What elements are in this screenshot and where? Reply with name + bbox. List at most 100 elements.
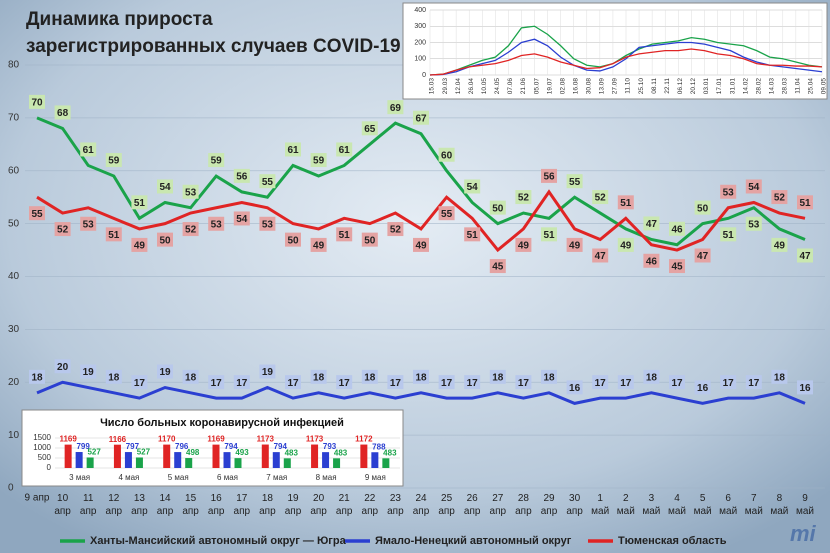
x-tick-label-part: 10	[57, 493, 69, 504]
x-tick-label-part: 13	[134, 493, 146, 504]
value-label-box	[515, 375, 532, 390]
y-tick-label: 10	[8, 430, 20, 441]
value-label: 51	[799, 198, 811, 209]
x-tick-label: 23 апр	[387, 493, 404, 517]
value-label-box	[413, 369, 429, 384]
value-label: 59	[313, 156, 325, 167]
value-label: 483	[334, 448, 348, 457]
x-tick-label-part: апр	[387, 506, 404, 517]
value-label: 17	[339, 378, 351, 389]
x-tick-label-part: 11	[83, 493, 94, 504]
value-label-box	[336, 227, 353, 242]
value-label: 1173	[306, 435, 324, 444]
value-label: 17	[595, 378, 607, 389]
x-tick-label-part: 9	[802, 493, 808, 504]
value-label-box	[29, 206, 45, 221]
value-label-box	[464, 179, 481, 194]
x-tick-label-part: 22	[364, 493, 376, 504]
value-label-box	[29, 94, 45, 109]
x-tick-label-part: 6	[725, 493, 731, 504]
value-label-box	[29, 369, 45, 384]
x-tick-label: 17 апр	[234, 493, 251, 517]
value-label-box	[259, 216, 276, 231]
value-label: 18	[543, 372, 555, 383]
x-tick-label-part: 29	[543, 493, 555, 504]
value-label-box	[745, 375, 762, 390]
x-tick-label: 20 апр	[310, 493, 327, 517]
value-label: 45	[671, 262, 683, 273]
x-tick-label: 4 май	[668, 493, 686, 517]
x-tick-label: 29 апр	[541, 493, 558, 517]
value-label: 50	[492, 203, 504, 214]
value-label: 1169	[59, 435, 77, 444]
x-tick-label-part: апр	[259, 506, 276, 517]
x-tick-label: 12.04	[455, 78, 462, 95]
x-tick-label: 3 мая	[69, 473, 90, 482]
bar	[75, 452, 83, 468]
x-tick-label: 17.01	[716, 78, 723, 95]
x-tick-label: 06.12	[677, 78, 684, 95]
y-tick-label: 20	[8, 377, 20, 388]
x-tick-label-part: апр	[464, 506, 481, 517]
value-label: 16	[697, 383, 709, 394]
value-label-box	[336, 375, 353, 390]
value-label: 70	[31, 98, 43, 109]
value-label: 527	[87, 448, 101, 457]
y-tick-label: 30	[8, 324, 20, 335]
value-label: 56	[543, 172, 555, 183]
x-tick-label-part: апр	[157, 506, 174, 517]
value-label: 56	[236, 172, 248, 183]
value-label: 17	[748, 378, 760, 389]
x-tick-label: 31.01	[729, 78, 736, 95]
x-tick-label-part: 25	[441, 493, 453, 504]
x-tick-label: 03.01	[703, 78, 710, 95]
x-tick-label: 30 апр	[566, 493, 583, 517]
value-label: 1169	[207, 435, 225, 444]
value-label: 47	[697, 251, 709, 262]
x-tick-label: 24.05	[494, 78, 501, 95]
x-tick-label: 3 май	[642, 493, 660, 517]
value-label-box	[515, 190, 532, 205]
value-label: 61	[83, 145, 95, 156]
value-label-box	[464, 375, 481, 390]
value-label-box	[208, 375, 225, 390]
x-tick-label: 6 май	[719, 493, 737, 517]
x-tick-label-part: 27	[492, 493, 504, 504]
x-tick-label-part: апр	[80, 506, 97, 517]
y-tick-label: 50	[8, 218, 20, 229]
value-label-box	[720, 227, 737, 242]
value-label: 53	[211, 219, 223, 230]
x-tick-label: 15 апр	[182, 493, 199, 517]
x-tick-label: 7 мая	[266, 473, 287, 482]
value-label: 49	[774, 241, 786, 252]
value-label: 47	[595, 251, 607, 262]
value-label-box	[541, 168, 557, 183]
x-tick-label-part: 30	[569, 493, 581, 504]
value-label: 65	[364, 124, 376, 135]
value-label: 51	[620, 198, 632, 209]
bar	[261, 444, 269, 468]
x-tick-label-part: май	[796, 506, 814, 517]
value-label: 55	[262, 177, 274, 188]
y-tick-label: 80	[8, 60, 20, 71]
value-label-box	[310, 153, 327, 168]
y-tick-label: 60	[8, 165, 20, 176]
x-tick-label-part: апр	[541, 506, 558, 517]
value-label: 51	[543, 230, 555, 241]
value-label-box	[438, 147, 455, 162]
bar	[113, 444, 121, 468]
value-label-box	[797, 248, 813, 263]
value-label: 46	[671, 224, 683, 235]
y-tick-label: 40	[8, 271, 20, 282]
value-label: 1166	[109, 435, 127, 444]
value-label: 55	[441, 209, 453, 220]
x-tick-label: 28 апр	[515, 493, 532, 517]
x-tick-label: 20.12	[690, 78, 697, 95]
value-label: 17	[467, 378, 479, 389]
x-tick-label: 4 мая	[118, 473, 139, 482]
x-tick-label-part: 24	[415, 493, 427, 504]
value-label: 49	[620, 241, 632, 252]
value-label-box	[54, 359, 71, 374]
value-label-box	[797, 195, 813, 210]
